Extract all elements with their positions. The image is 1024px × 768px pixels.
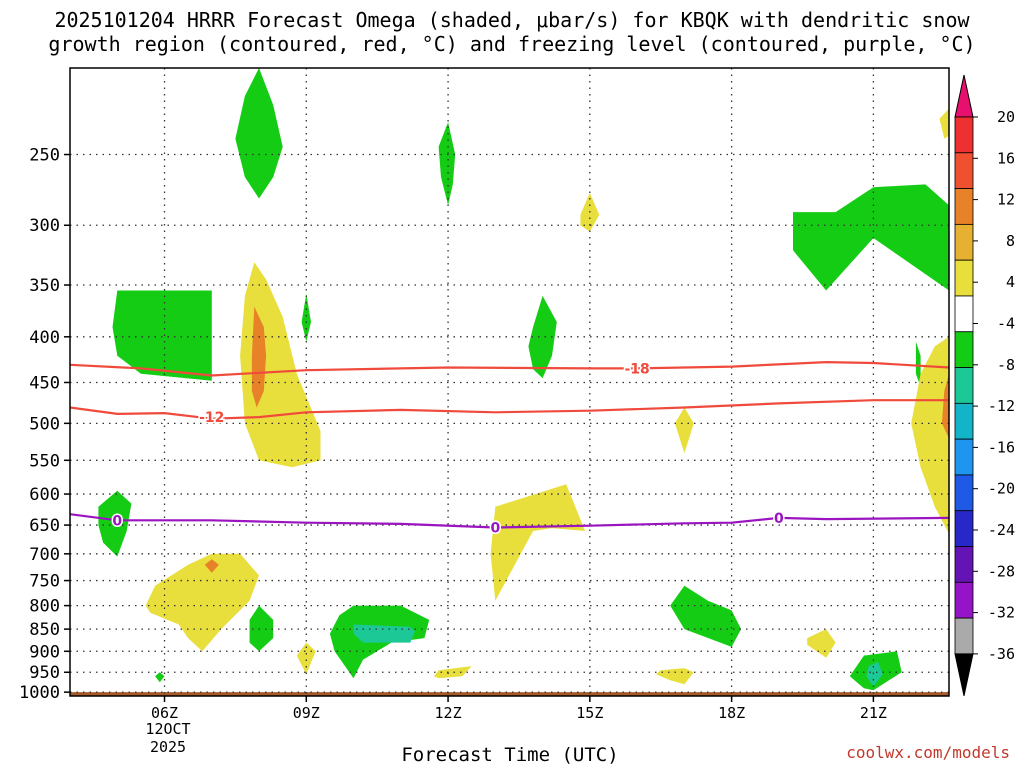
colorbar-band-8	[954, 367, 974, 404]
colorbar-band-15	[954, 617, 974, 655]
y-tick-label-900: 900	[29, 642, 60, 662]
contour-line-2	[70, 399, 949, 420]
contour-label-3: 0	[112, 513, 122, 529]
omega-region-16	[490, 484, 586, 601]
colorbar-label-13: -32	[988, 604, 1015, 622]
omega-region-14	[674, 407, 694, 454]
colorbar-label-3: 12	[997, 191, 1015, 209]
colorbar-label-8: -12	[988, 397, 1015, 415]
x-tick-label-06Z: 06Z	[151, 704, 178, 722]
omega-region-10	[915, 341, 921, 387]
omega-region-5	[301, 293, 311, 342]
date-label-day: 12OCT	[145, 720, 191, 738]
omega-region-1	[235, 68, 283, 199]
omega-region-7	[251, 306, 267, 408]
colorbar-band-10	[954, 438, 974, 476]
x-tick-label-15Z: 15Z	[576, 704, 603, 722]
omega-region-15	[98, 490, 132, 557]
colorbar-label-4: 8	[1006, 232, 1015, 250]
ground-layer	[70, 692, 949, 696]
y-tick-label-650: 650	[29, 516, 60, 536]
omega-region-11	[911, 336, 949, 534]
contour-label-4: 0	[490, 520, 500, 536]
y-tick-label-550: 550	[29, 451, 60, 471]
omega-region-23	[433, 666, 472, 679]
y-tick-label-400: 400	[29, 328, 60, 348]
x-tick-label-18Z: 18Z	[718, 704, 745, 722]
omega-region-13	[939, 108, 949, 139]
contour-label-2: -12	[199, 410, 224, 426]
contour-label-1: -18	[624, 361, 649, 377]
contour-label-5: 0	[774, 511, 784, 527]
colorbar-band-9	[954, 402, 974, 440]
x-tick-label-21Z: 21Z	[860, 704, 887, 722]
omega-region-8	[528, 295, 557, 379]
y-tick-label-750: 750	[29, 572, 60, 592]
y-tick-label-1000: 1000	[19, 683, 60, 703]
colorbar-label-6: -4	[997, 315, 1015, 333]
chart-title: 2025101204 HRRR Forecast Omega (shaded, …	[0, 8, 1024, 56]
colorbar-band-14	[954, 581, 974, 619]
colorbar-band-7	[954, 331, 974, 368]
colorbar-label-7: -8	[997, 356, 1015, 374]
colorbar-label-10: -20	[988, 480, 1015, 498]
omega-region-28	[866, 661, 883, 687]
x-tick-label-09Z: 09Z	[293, 704, 320, 722]
y-tick-label-300: 300	[29, 216, 60, 236]
omega-region-12	[941, 373, 949, 439]
omega-region-18	[204, 559, 219, 573]
colorbar-label-5: 4	[1006, 273, 1015, 291]
omega-region-19	[249, 605, 274, 652]
colorbar-band-1	[954, 116, 974, 154]
omega-region-24	[670, 585, 742, 647]
omega-region-9	[793, 184, 949, 291]
y-tick-label-450: 450	[29, 373, 60, 393]
omega-region-20	[296, 642, 316, 675]
y-tick-label-600: 600	[29, 485, 60, 505]
colorbar-band-2	[954, 152, 974, 189]
chart-title-line1: 2025101204 HRRR Forecast Omega (shaded, …	[54, 8, 970, 32]
colorbar-band-3	[954, 188, 974, 225]
colorbar-band-13	[954, 546, 974, 583]
colorbar-label-12: -28	[988, 562, 1015, 580]
colorbar-band-12	[954, 510, 974, 547]
colorbar-label-2: 16	[997, 149, 1015, 167]
y-tick-label-850: 850	[29, 620, 60, 640]
date-label-year: 2025	[149, 738, 187, 756]
contour-line-3	[70, 513, 949, 529]
credit-link[interactable]: coolwx.com/models	[846, 743, 1010, 762]
y-tick-label-950: 950	[29, 663, 60, 683]
omega-region-2	[438, 122, 456, 206]
omega-region-26	[807, 629, 836, 658]
colorbar-label-14: -36	[988, 645, 1015, 663]
colorbar-band-4	[954, 223, 974, 261]
contour-line-1	[70, 360, 949, 377]
y-tick-label-350: 350	[29, 276, 60, 296]
colorbar-band-5	[954, 259, 974, 297]
colorbar-band-11	[954, 474, 974, 512]
omega-region-29	[155, 672, 165, 683]
y-tick-label-700: 700	[29, 545, 60, 565]
y-tick-label-500: 500	[29, 414, 60, 434]
colorbar-label-1: 20	[997, 108, 1015, 126]
colorbar-top-arrow	[954, 74, 974, 118]
x-tick-label-12Z: 12Z	[435, 704, 462, 722]
omega-region-17	[145, 553, 259, 652]
colorbar-band-6	[954, 295, 974, 333]
colorbar-label-9: -16	[988, 438, 1015, 456]
y-tick-label-250: 250	[29, 146, 60, 166]
omega-region-22	[353, 624, 415, 643]
omega-region-25	[656, 668, 694, 685]
omega-region-4	[112, 290, 212, 381]
x-axis-label: Forecast Time (UTC)	[401, 744, 619, 766]
chart-title-line2: growth region (contoured, red, °C) and f…	[48, 32, 976, 56]
y-tick-label-800: 800	[29, 597, 60, 617]
colorbar-bottom-arrow	[954, 653, 974, 697]
colorbar-label-11: -24	[988, 521, 1015, 539]
